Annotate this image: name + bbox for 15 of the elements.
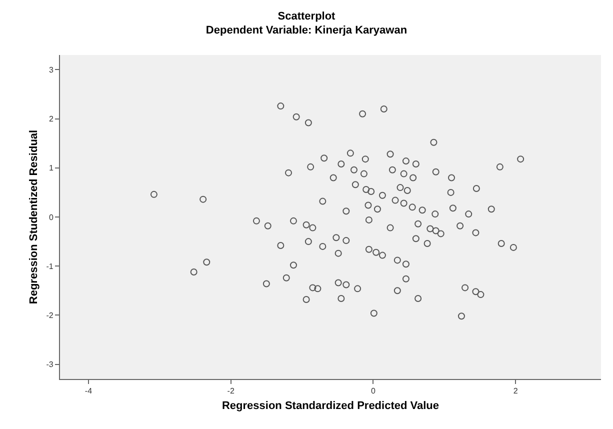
x-tick-label: -4 <box>84 386 93 396</box>
y-tick-label: -3 <box>46 360 54 370</box>
y-axis-title: Regression Studentized Residual <box>28 130 40 304</box>
chart-subtitle: Dependent Variable: Kinerja Karyawan <box>206 24 408 37</box>
y-tick-label: -2 <box>46 310 54 320</box>
x-tick-label: -2 <box>227 386 235 396</box>
y-tick-label: 1 <box>48 164 54 173</box>
chart-title: Scatterplot <box>278 10 336 22</box>
y-tick-label: -1 <box>46 262 54 271</box>
y-tick-label: 2 <box>48 114 54 124</box>
x-tick-label: 0 <box>370 386 376 396</box>
x-axis-title: Regression Standardized Predicted Value <box>222 400 440 412</box>
x-tick-label: 2 <box>513 386 518 396</box>
y-tick-label: 3 <box>48 66 54 75</box>
y-tick-label: 0 <box>48 212 54 222</box>
